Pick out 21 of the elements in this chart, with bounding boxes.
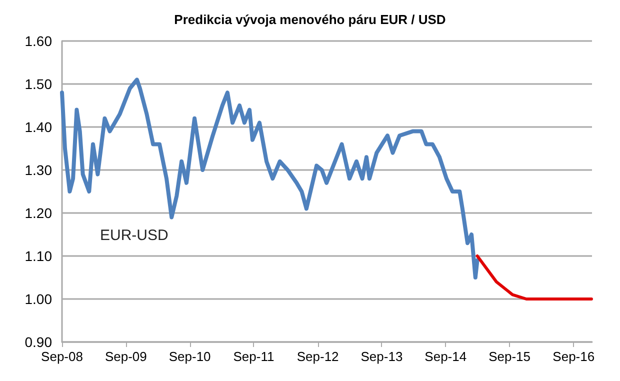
y-tick-label: 1.00 <box>24 291 52 307</box>
series-label: EUR-USD <box>100 227 168 244</box>
y-tick-label: 1.10 <box>24 248 52 264</box>
x-tick-label: Sep-08 <box>41 349 83 364</box>
line-series <box>476 254 593 300</box>
chart-title: Predikcia vývoja menového páru EUR / USD <box>174 12 446 27</box>
line-series <box>60 78 480 280</box>
x-tick-label: Sep-15 <box>488 349 530 364</box>
x-tick-label: Sep-10 <box>168 349 211 364</box>
y-tick-label: 1.30 <box>24 162 52 178</box>
y-tick-label: 1.60 <box>24 33 52 49</box>
x-tick-label: Sep-13 <box>360 349 403 364</box>
x-tick-label: Sep-09 <box>104 349 147 364</box>
x-tick-label: Sep-14 <box>424 349 467 364</box>
y-tick-label: 1.20 <box>24 205 52 221</box>
x-tick-label: Sep-16 <box>552 349 595 364</box>
y-tick-label: 0.90 <box>24 334 52 350</box>
x-tick-label: Sep-11 <box>233 349 274 364</box>
y-tick-label: 1.50 <box>24 76 52 92</box>
x-tick-label: Sep-12 <box>296 349 339 364</box>
y-tick-label: 1.40 <box>24 119 52 135</box>
